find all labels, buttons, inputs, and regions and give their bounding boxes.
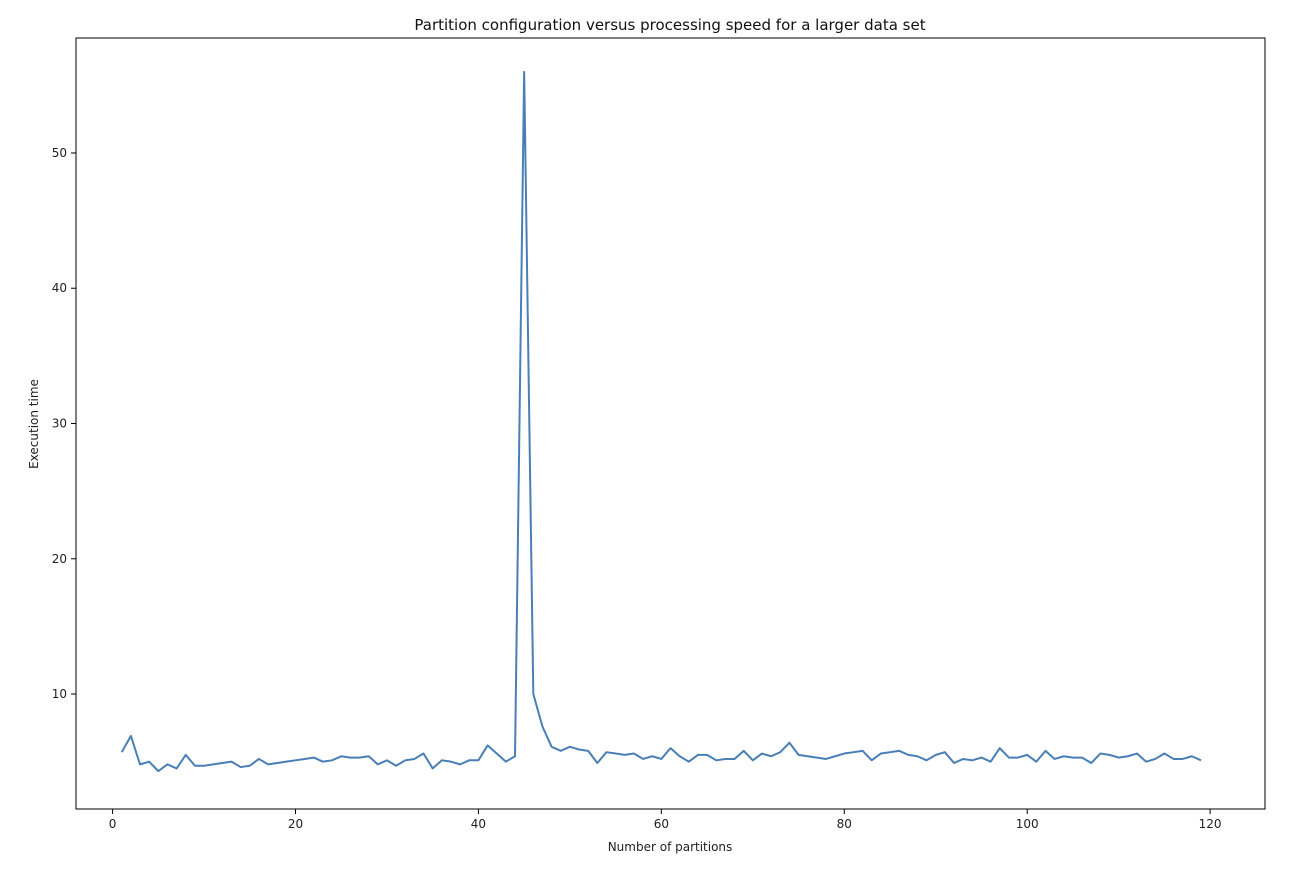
y-tick-label: 40 <box>52 281 67 295</box>
y-tick-label: 10 <box>52 687 67 701</box>
x-tick-label: 120 <box>1199 817 1222 831</box>
y-tick-label: 50 <box>52 146 67 160</box>
y-axis-label: Execution time <box>27 379 41 469</box>
x-tick-label: 20 <box>288 817 303 831</box>
y-tick-label: 30 <box>52 417 67 431</box>
x-tick-label: 0 <box>109 817 117 831</box>
x-tick-label: 80 <box>837 817 852 831</box>
x-tick-label: 40 <box>471 817 486 831</box>
plot-area <box>75 37 1266 810</box>
y-tick-label: 20 <box>52 552 67 566</box>
x-axis-label: Number of partitions <box>608 840 733 854</box>
y-axis-ticks: 10 20 30 40 50 <box>52 146 76 701</box>
series-line <box>120 70 1202 773</box>
x-tick-label: 60 <box>654 817 669 831</box>
x-tick-label: 100 <box>1016 817 1039 831</box>
x-axis-ticks: 0 20 40 60 80 100 120 <box>109 809 1222 831</box>
plot-frame <box>75 37 1266 810</box>
chart-title: Partition configuration versus processin… <box>414 16 925 34</box>
